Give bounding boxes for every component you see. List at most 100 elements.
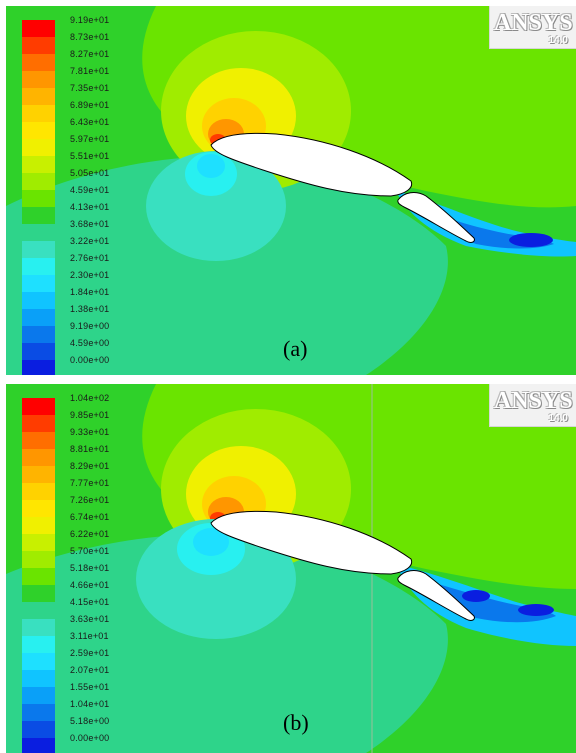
legend-row: 7.77e+01	[22, 478, 152, 500]
legend-tick-label: 5.51e+01	[70, 151, 110, 161]
legend-swatch	[22, 292, 55, 309]
legend-row: 4.59e+00	[22, 338, 152, 360]
legend-row: 9.33e+01	[22, 427, 152, 449]
legend-row: 2.76e+01	[22, 253, 152, 275]
legend-swatch	[22, 432, 55, 449]
legend-swatch	[22, 551, 55, 568]
legend-tick-label: 1.84e+01	[70, 287, 110, 297]
legend-swatch	[22, 71, 55, 88]
legend-swatch	[22, 258, 55, 275]
legend-tick-label: 4.15e+01	[70, 597, 110, 607]
legend-swatch	[22, 241, 55, 258]
legend-tick-label: 4.66e+01	[70, 580, 110, 590]
legend-row: 7.26e+01	[22, 495, 152, 517]
legend-row: 5.05e+01	[22, 168, 152, 190]
legend-swatch	[22, 619, 55, 636]
legend-swatch	[22, 275, 55, 292]
legend-tick-label: 6.22e+01	[70, 529, 110, 539]
legend-swatch	[22, 173, 55, 190]
legend-swatch	[22, 568, 55, 585]
logo-brand: ANSYS	[494, 10, 573, 36]
legend-swatch	[22, 534, 55, 551]
legend-tick-label: 1.04e+01	[70, 699, 110, 709]
legend-tick-label: 3.22e+01	[70, 236, 110, 246]
legend-tick-label: 5.18e+00	[70, 716, 110, 726]
legend-tick-label: 3.68e+01	[70, 219, 110, 229]
legend-row: 1.04e+02	[22, 393, 152, 415]
velocity-contour-field-a	[6, 6, 576, 375]
legend-tick-label: 1.55e+01	[70, 682, 110, 692]
legend-swatch	[22, 105, 55, 122]
legend-swatch	[22, 343, 55, 360]
legend-swatch	[22, 156, 55, 173]
legend-row: 5.51e+01	[22, 151, 152, 173]
legend-tick-label: 6.43e+01	[70, 117, 110, 127]
legend-tick-label: 9.33e+01	[70, 427, 110, 437]
legend-swatch	[22, 20, 55, 37]
legend-swatch	[22, 224, 55, 241]
legend-tick-label: 6.74e+01	[70, 512, 110, 522]
legend-swatch	[22, 500, 55, 517]
legend-row: 8.73e+01	[22, 32, 152, 54]
velocity-contour-field-b	[6, 384, 576, 753]
legend-row: 4.66e+01	[22, 580, 152, 602]
legend-row: 5.18e+00	[22, 716, 152, 738]
legend-tick-label: 9.19e+01	[70, 15, 110, 25]
legend-row: 8.81e+01	[22, 444, 152, 466]
legend-swatch	[22, 326, 55, 343]
legend-tick-label: 8.29e+01	[70, 461, 110, 471]
legend-swatch	[22, 449, 55, 466]
legend-row: 8.29e+01	[22, 461, 152, 483]
legend-tick-label: 1.04e+02	[70, 393, 110, 403]
legend-row: 7.81e+01	[22, 66, 152, 88]
legend-tick-label: 6.89e+01	[70, 100, 110, 110]
legend-swatch	[22, 704, 55, 721]
legend-swatch	[22, 721, 55, 738]
legend-tick-label: 5.05e+01	[70, 168, 110, 178]
colormap-legend-a: 9.19e+01 8.73e+01 8.27e+01 7.81e+01 7.35…	[22, 15, 152, 375]
legend-tick-label: 9.85e+01	[70, 410, 110, 420]
legend-swatch	[22, 139, 55, 156]
legend-tick-label: 7.35e+01	[70, 83, 110, 93]
legend-tick-label: 4.13e+01	[70, 202, 110, 212]
legend-row: 9.19e+00	[22, 321, 152, 343]
legend-row: 1.38e+01	[22, 304, 152, 326]
legend-swatch	[22, 602, 55, 619]
legend-tick-label: 2.59e+01	[70, 648, 110, 658]
legend-row: 2.30e+01	[22, 270, 152, 292]
legend-row: 7.35e+01	[22, 83, 152, 105]
legend-swatch	[22, 54, 55, 71]
legend-row: 8.27e+01	[22, 49, 152, 71]
legend-row: 1.84e+01	[22, 287, 152, 309]
logo-version: 14.0	[548, 35, 568, 46]
legend-tick-label: 2.07e+01	[70, 665, 110, 675]
legend-tick-label: 8.81e+01	[70, 444, 110, 454]
legend-swatch	[22, 190, 55, 207]
legend-swatch	[22, 415, 55, 432]
legend-row: 1.04e+01	[22, 699, 152, 721]
logo-version: 14.0	[548, 413, 568, 424]
legend-tick-label: 8.27e+01	[70, 49, 110, 59]
legend-row: 5.97e+01	[22, 134, 152, 156]
legend-row: 2.59e+01	[22, 648, 152, 670]
legend-swatch	[22, 122, 55, 139]
legend-swatch	[22, 360, 55, 375]
legend-tick-label: 0.00e+00	[70, 355, 110, 365]
legend-swatch	[22, 483, 55, 500]
legend-tick-label: 0.00e+00	[70, 733, 110, 743]
legend-tick-label: 7.77e+01	[70, 478, 110, 488]
legend-row: 5.70e+01	[22, 546, 152, 568]
legend-row: 5.18e+01	[22, 563, 152, 585]
legend-row: 3.22e+01	[22, 236, 152, 258]
legend-row: 2.07e+01	[22, 665, 152, 687]
legend-tick-label: 3.63e+01	[70, 614, 110, 624]
legend-row: 1.55e+01	[22, 682, 152, 704]
legend-tick-label: 5.18e+01	[70, 563, 110, 573]
legend-row: 6.22e+01	[22, 529, 152, 551]
legend-row: 6.74e+01	[22, 512, 152, 534]
legend-row: 4.59e+01	[22, 185, 152, 207]
legend-tick-label: 3.11e+01	[70, 631, 109, 641]
legend-row: 6.89e+01	[22, 100, 152, 122]
legend-row: 4.15e+01	[22, 597, 152, 619]
legend-swatch	[22, 37, 55, 54]
